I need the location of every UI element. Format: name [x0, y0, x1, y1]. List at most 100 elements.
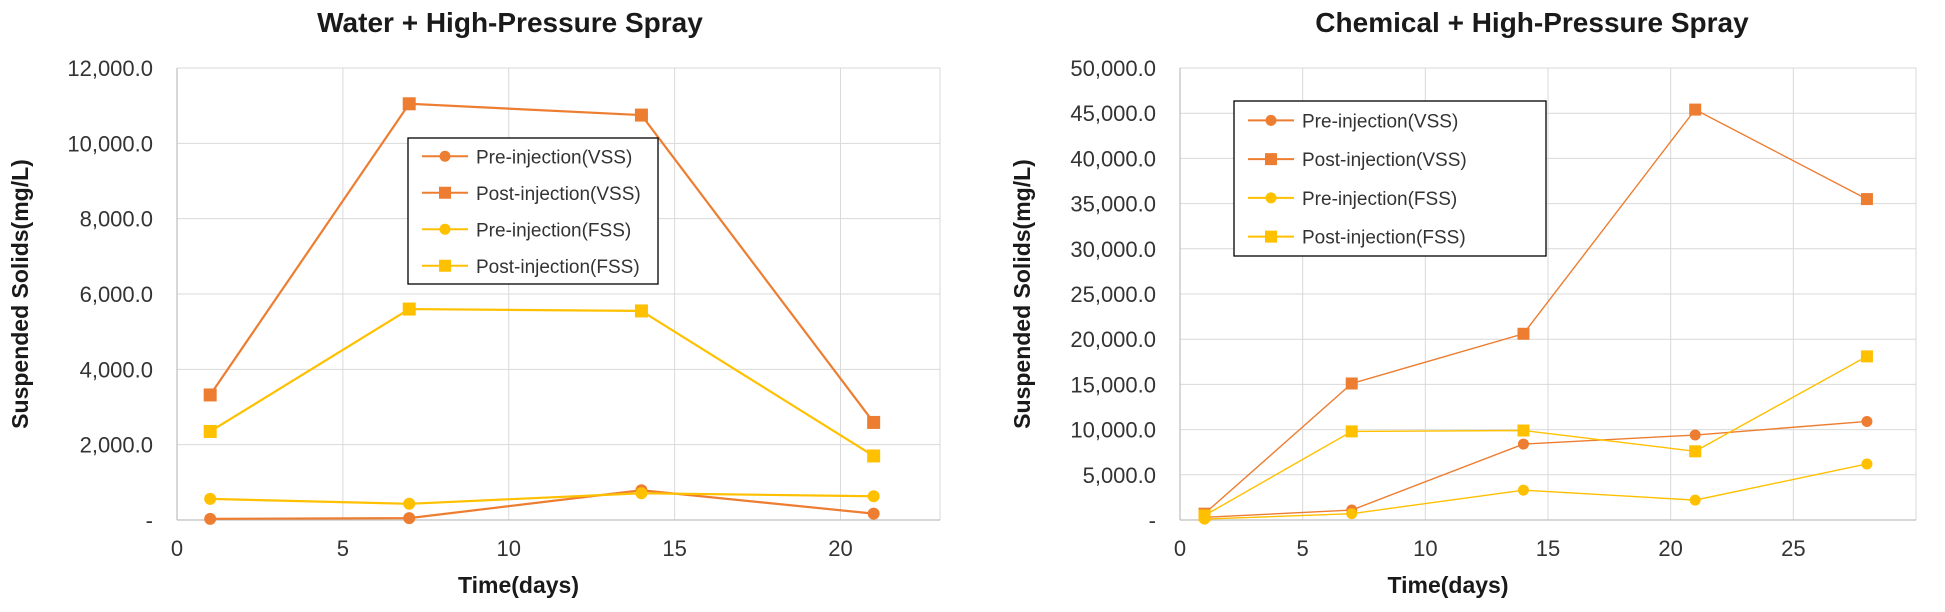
legend-label: Pre-injection(FSS) — [476, 220, 631, 241]
data-point — [1517, 327, 1530, 340]
legend: Pre-injection(VSS) Post-injection(VSS) Pre… — [407, 137, 659, 285]
data-point — [402, 302, 416, 316]
y-tick-label: 45,000.0 — [1070, 101, 1156, 126]
chart-title: Chemical + High-Pressure Spray — [1315, 7, 1749, 38]
data-point — [402, 97, 416, 111]
legend-label: Post-injection(VSS) — [476, 184, 641, 205]
legend-marker — [439, 259, 451, 272]
data-point — [1861, 415, 1873, 427]
legend-marker — [439, 223, 451, 235]
legend-box — [407, 137, 659, 285]
x-tick-label: 10 — [496, 536, 520, 561]
y-tick-label: 4,000.0 — [80, 357, 153, 382]
legend: Pre-injection(VSS) Post-injection(VSS) Pre… — [1233, 100, 1547, 257]
y-tick-label: 25,000.0 — [1070, 282, 1156, 307]
data-point — [634, 108, 648, 122]
data-point — [403, 497, 416, 510]
x-tick-label: 0 — [171, 536, 183, 561]
legend-label: Pre-injection(FSS) — [1302, 189, 1457, 210]
y-tick-label: 2,000.0 — [80, 433, 153, 458]
y-tick-label: 6,000.0 — [80, 282, 153, 307]
series-1 — [204, 484, 880, 525]
series-2 — [203, 97, 881, 429]
data-point — [1860, 193, 1873, 206]
series-line — [210, 489, 874, 520]
legend-label: Post-injection(FSS) — [1302, 228, 1466, 249]
y-tick-label: 40,000.0 — [1070, 146, 1156, 171]
series-line — [1204, 420, 1867, 518]
chart-1: - 2,000.0 4,000.0 6,000.0 8,000.0 10,000.0 12,… — [7, 7, 941, 598]
data-point — [1517, 484, 1529, 496]
chart-title: Water + High-Pressure Spray — [317, 7, 703, 38]
x-tick-label: 10 — [1413, 536, 1437, 561]
legend-label: Pre-injection(VSS) — [476, 147, 632, 168]
y-tick-label: 8,000.0 — [80, 207, 153, 232]
series-line — [209, 307, 875, 457]
legend-marker — [1265, 192, 1277, 204]
x-axis-title: Time(days) — [1387, 572, 1508, 598]
data-point — [867, 449, 881, 463]
series-line — [209, 102, 875, 424]
data-point — [1689, 429, 1701, 441]
data-point — [1345, 377, 1358, 390]
x-tick-label: 15 — [1536, 536, 1560, 561]
data-point — [1689, 445, 1702, 458]
x-tick-label: 25 — [1781, 536, 1805, 561]
y-tick-label: 10,000.0 — [67, 131, 153, 156]
series-line — [1204, 355, 1868, 517]
data-point — [1861, 458, 1873, 470]
y-tick-label: 15,000.0 — [1070, 372, 1156, 397]
x-tick-label: 0 — [1174, 536, 1186, 561]
legend-label: Post-injection(VSS) — [1302, 150, 1467, 171]
data-point — [204, 512, 217, 525]
series-line — [1204, 463, 1868, 520]
data-point — [1198, 509, 1211, 522]
y-axis-title: Suspended Solids(mg/L) — [1009, 159, 1035, 429]
y-axis-title: Suspended Solids(mg/L) — [7, 159, 33, 429]
x-tick-label: 20 — [828, 536, 852, 561]
data-point — [635, 487, 648, 500]
legend-marker — [439, 186, 451, 199]
series-line — [210, 492, 874, 505]
x-tick-label: 20 — [1658, 536, 1682, 561]
legend-marker — [1265, 230, 1277, 243]
y-tick-label: 35,000.0 — [1070, 192, 1156, 217]
data-point — [1689, 494, 1701, 506]
data-point — [1860, 350, 1873, 363]
data-point — [634, 304, 648, 318]
chart-2: - 5,000.0 10,000.0 15,000.0 20,000.0 25,000.0… — [1009, 7, 1917, 598]
data-point — [1689, 103, 1702, 116]
legend-marker — [1265, 153, 1277, 166]
series-3 — [204, 487, 880, 510]
data-point — [867, 490, 880, 503]
legend-box — [1233, 100, 1547, 257]
series-4 — [203, 302, 881, 463]
legend-marker — [439, 150, 451, 162]
y-tick-label: 30,000.0 — [1070, 237, 1156, 262]
data-point — [1345, 425, 1358, 438]
series-3 — [1199, 458, 1873, 525]
data-point — [1517, 424, 1530, 437]
legend-label: Pre-injection(VSS) — [1302, 111, 1458, 132]
legend-label: Post-injection(FSS) — [476, 257, 640, 278]
data-point — [1517, 438, 1529, 450]
data-point — [203, 424, 217, 438]
data-point — [867, 507, 880, 520]
y-tick-label: 20,000.0 — [1070, 327, 1156, 352]
x-tick-label: 15 — [662, 536, 686, 561]
legend-marker — [1265, 114, 1277, 126]
y-tick-label: 10,000.0 — [1070, 418, 1156, 443]
y-tick-label: - — [1149, 508, 1156, 533]
data-point — [204, 492, 217, 505]
data-point — [1346, 508, 1358, 520]
series-4 — [1198, 350, 1873, 522]
x-tick-label: 5 — [337, 536, 349, 561]
x-tick-label: 5 — [1297, 536, 1309, 561]
y-tick-label: 5,000.0 — [1083, 463, 1156, 488]
y-tick-label: 12,000.0 — [67, 56, 153, 81]
y-tick-label: - — [146, 508, 153, 533]
x-axis-title: Time(days) — [458, 572, 579, 598]
data-point — [203, 388, 217, 402]
